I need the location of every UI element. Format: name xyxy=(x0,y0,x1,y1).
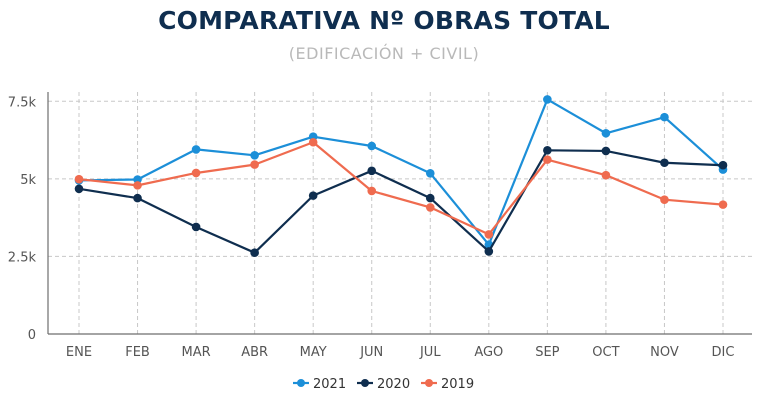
data-point-2019[interactable] xyxy=(425,203,435,212)
legend-item-2019[interactable]: 2019 xyxy=(421,377,474,392)
x-tick-label: ABR xyxy=(241,345,268,360)
data-point-2020[interactable] xyxy=(133,193,142,203)
data-point-2021[interactable] xyxy=(191,145,201,154)
grid-layer xyxy=(48,92,752,334)
series-layer xyxy=(74,95,728,258)
data-point-2020[interactable] xyxy=(484,247,494,256)
y-tick-label: 2.5k xyxy=(8,250,37,265)
y-tick-label: 5k xyxy=(20,173,36,188)
legend-marker-2019 xyxy=(425,379,433,387)
x-tick-label: FEB xyxy=(125,345,150,360)
data-point-2020[interactable] xyxy=(308,191,318,200)
data-point-2019[interactable] xyxy=(133,181,142,190)
legend-item-2020[interactable]: 2020 xyxy=(357,377,410,392)
legend: 2021 2020 2019 xyxy=(293,377,474,392)
series-2019 xyxy=(74,137,728,239)
chart-title: COMPARATIVA Nº OBRAS TOTAL xyxy=(158,6,610,35)
data-point-2019[interactable] xyxy=(367,186,377,196)
x-tick-label: OCT xyxy=(592,345,619,360)
legend-label-2021: 2021 xyxy=(313,377,346,392)
data-point-2019[interactable] xyxy=(484,230,494,239)
axis-layer: 0 2.5k 5k 7.5k ENE FEB MAR ABR MAY JUN JUL AGO SEP OC… xyxy=(8,92,752,360)
data-point-2021[interactable] xyxy=(367,141,377,151)
data-point-2020[interactable] xyxy=(718,160,728,170)
data-point-2019[interactable] xyxy=(601,170,611,180)
data-point-2020[interactable] xyxy=(191,222,201,232)
x-tick-label: SEP xyxy=(535,345,559,360)
data-point-2020[interactable] xyxy=(543,146,552,155)
series-2020 xyxy=(74,146,728,258)
data-point-2019[interactable] xyxy=(74,174,84,184)
legend-label-2019: 2019 xyxy=(441,377,474,392)
series-line-2020 xyxy=(78,149,724,254)
x-tick-label: MAR xyxy=(182,345,211,360)
series-line-2021 xyxy=(78,98,724,246)
data-point-2020[interactable] xyxy=(250,248,259,258)
data-point-2019[interactable] xyxy=(660,195,669,204)
data-point-2020[interactable] xyxy=(367,166,377,176)
data-point-2019[interactable] xyxy=(543,155,552,164)
x-tick-label: AGO xyxy=(474,345,503,360)
series-2021 xyxy=(74,95,728,249)
data-point-2021[interactable] xyxy=(601,128,611,138)
legend-marker-2021 xyxy=(297,379,305,387)
legend-item-2021[interactable]: 2021 xyxy=(293,377,346,392)
data-point-2021[interactable] xyxy=(133,175,142,184)
x-tick-label: MAY xyxy=(300,345,327,360)
data-point-2021[interactable] xyxy=(660,112,669,122)
data-point-2019[interactable] xyxy=(191,168,201,178)
x-tick-label: JUL xyxy=(419,345,441,360)
y-tick-label: 7.5k xyxy=(8,95,37,110)
data-point-2020[interactable] xyxy=(74,184,84,194)
x-tick-label: ENE xyxy=(66,345,92,360)
legend-marker-2020 xyxy=(361,379,369,387)
data-point-2020[interactable] xyxy=(425,193,435,203)
y-tick-label: 0 xyxy=(28,328,36,343)
data-point-2019[interactable] xyxy=(250,160,259,169)
x-tick-label: JUN xyxy=(359,345,383,360)
x-tick-label: NOV xyxy=(650,345,679,360)
series-line-2019 xyxy=(78,141,724,236)
chart-subtitle: (EDIFICACIÓN + CIVIL) xyxy=(288,44,480,63)
data-point-2019[interactable] xyxy=(308,137,318,147)
data-point-2021[interactable] xyxy=(425,168,435,178)
data-point-2021[interactable] xyxy=(250,150,259,160)
legend-label-2020: 2020 xyxy=(377,377,410,392)
x-tick-label: DIC xyxy=(712,345,735,360)
data-point-2019[interactable] xyxy=(718,200,728,209)
data-point-2020[interactable] xyxy=(601,146,611,156)
data-point-2020[interactable] xyxy=(660,158,669,168)
data-point-2021[interactable] xyxy=(543,95,552,104)
